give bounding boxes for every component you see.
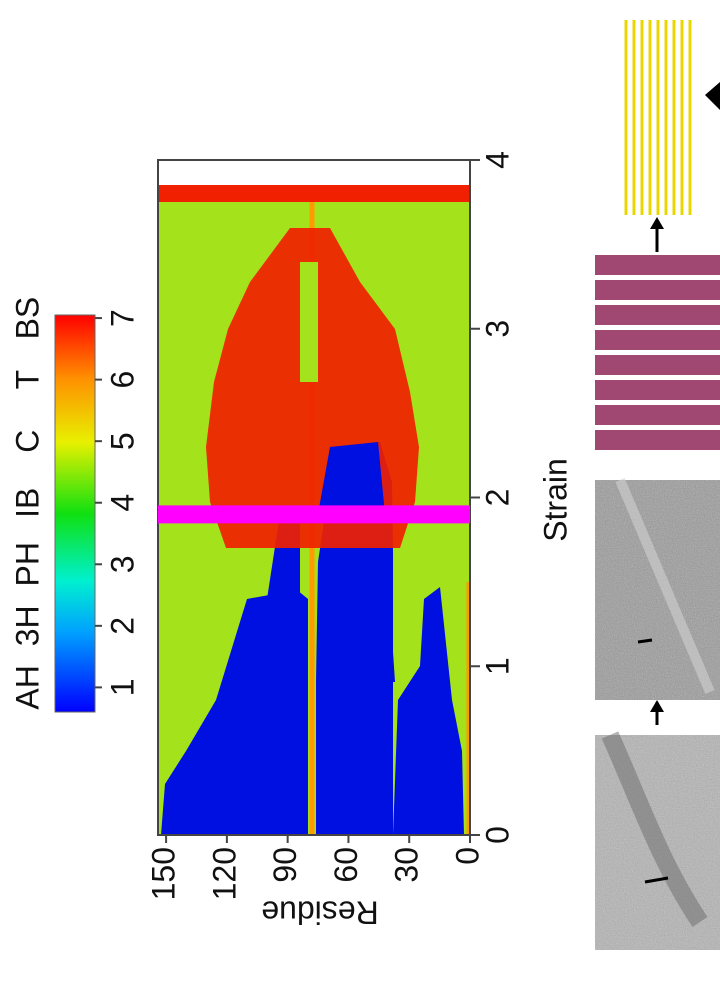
colorbar-tick-label: 3 bbox=[104, 555, 140, 573]
x-axis-label: Strain bbox=[537, 458, 573, 542]
y-axis-label: Residue bbox=[261, 895, 378, 931]
y-tick-label: 120 bbox=[206, 847, 242, 900]
rotated-figure: Strain Residue bbox=[9, 20, 720, 950]
colorbar bbox=[54, 314, 96, 713]
highlight-band bbox=[158, 505, 470, 524]
colorbar-category-label: AH bbox=[9, 665, 45, 709]
colorbar-category-label: BS bbox=[9, 297, 45, 340]
colorbar-tick-label: 2 bbox=[104, 617, 140, 635]
x-tick-label: 3 bbox=[479, 320, 515, 338]
micrograph-panels bbox=[595, 20, 720, 950]
y-tick-label: 0 bbox=[449, 847, 485, 865]
y-tick-label: 60 bbox=[328, 847, 364, 883]
y-tick-label: 30 bbox=[389, 847, 425, 883]
colorbar-tick-label: 7 bbox=[104, 309, 140, 327]
y-tick-label: 90 bbox=[267, 847, 303, 883]
y-tick-label: 150 bbox=[146, 847, 182, 900]
heatmap bbox=[157, 159, 471, 836]
colorbar-tick-label: 4 bbox=[104, 494, 140, 512]
colorbar-category-label: PH bbox=[9, 542, 45, 586]
colorbar-tick-label: 6 bbox=[104, 371, 140, 389]
colorbar-tick-label: 1 bbox=[104, 678, 140, 696]
colorbar-category-label: 3H bbox=[9, 605, 45, 646]
colorbar-category-label: IB bbox=[9, 488, 45, 518]
x-tick-label: 0 bbox=[479, 826, 515, 844]
colorbar-category-label: C bbox=[9, 430, 45, 453]
x-tick-label: 4 bbox=[479, 151, 515, 169]
x-tick-label: 2 bbox=[479, 489, 515, 507]
colorbar-category-label: T bbox=[9, 370, 45, 390]
colorbar-tick-label: 5 bbox=[104, 432, 140, 450]
x-tick-label: 1 bbox=[479, 657, 515, 675]
